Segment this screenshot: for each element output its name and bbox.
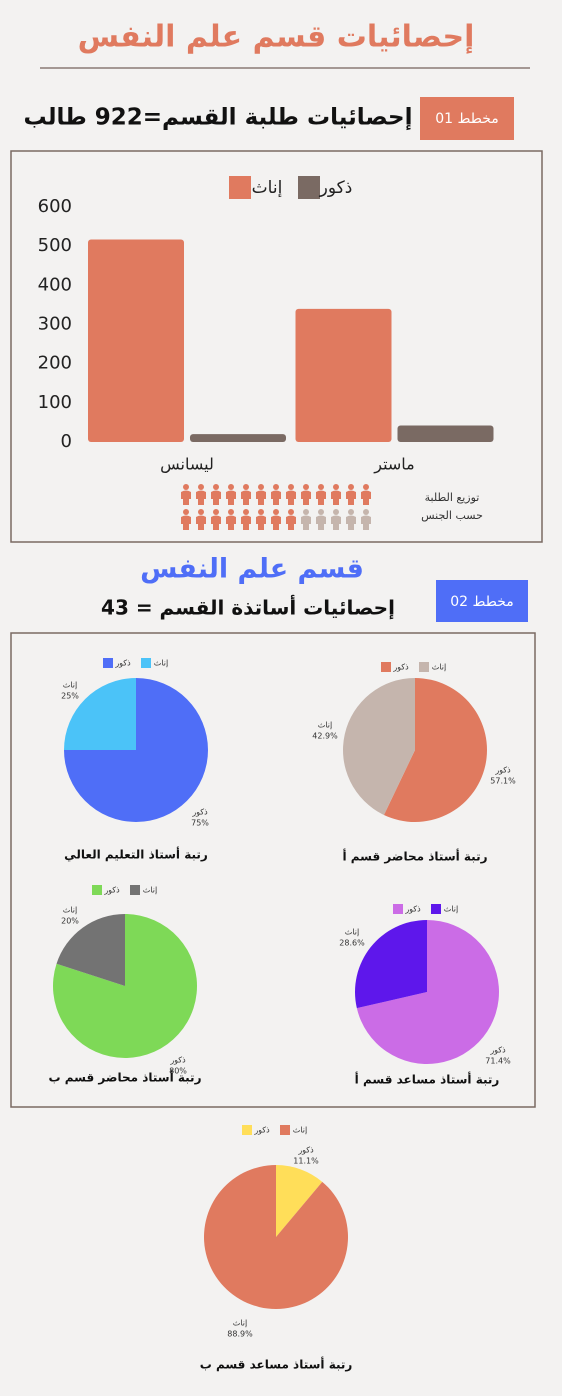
x-tick-label: ماستر (373, 455, 415, 475)
legend-swatch (229, 176, 251, 199)
legend-label: إناث (154, 659, 168, 669)
chart-title: إحصائيات طلبة القسم=922 طالب (23, 105, 412, 131)
legend-label: ذكور (392, 663, 409, 672)
legend-swatch (280, 1125, 290, 1135)
legend-swatch (103, 658, 113, 668)
bar (295, 308, 392, 442)
pie-slice (64, 678, 136, 750)
pie-slice (203, 1165, 348, 1310)
slice-value: 42.9% (312, 732, 338, 741)
slice-label: إناث (318, 721, 332, 731)
legend-label: إناث (143, 886, 157, 896)
section-subtitle: إحصائيات أساتذة القسم = 43 (101, 594, 395, 620)
badge-text: مخطط 02 (450, 594, 514, 610)
y-tick-label: 100 (38, 392, 72, 413)
badge-text: مخطط 01 (435, 111, 499, 127)
pie-slice (276, 1165, 323, 1237)
y-tick-label: 0 (61, 431, 72, 452)
slice-label: ذكور (191, 808, 208, 817)
slice-value: 57.1% (490, 777, 516, 786)
legend-label: إناث (444, 905, 458, 915)
pie-slice (342, 678, 415, 815)
y-tick-label: 500 (38, 235, 72, 256)
slice-label: ذكور (169, 1056, 186, 1065)
slice-value: 88.9% (227, 1330, 253, 1339)
section-title: قسم علم النفس (140, 554, 364, 585)
chart-frame (10, 150, 543, 543)
legend-label: إناث (252, 178, 283, 198)
legend-label: ذكور (319, 178, 353, 198)
pie-title: رتبة أستاذ محاضر قسم ب (49, 1070, 202, 1085)
legend-label: ذكور (404, 905, 421, 914)
slice-label: ذكور (297, 1146, 314, 1155)
slice-label: إناث (63, 906, 77, 916)
legend-swatch (381, 662, 391, 672)
legend-swatch (393, 904, 403, 914)
y-tick-label: 400 (38, 274, 72, 295)
legend-swatch (92, 885, 102, 895)
pie-slice (356, 920, 500, 1064)
slice-label: إناث (63, 681, 77, 691)
icon-caption: حسب الجنس (421, 509, 483, 522)
slice-label: ذكور (489, 1046, 506, 1055)
badge (436, 580, 528, 622)
pie-slice (52, 914, 197, 1058)
pie-title: رتبة أستاذ مساعد قسم ب (200, 1357, 353, 1372)
legend-swatch (141, 658, 151, 668)
chart-frame (10, 632, 536, 1108)
legend-label: إناث (432, 663, 446, 673)
pie-title: رتبة أستاذ محاضر قسم أ (342, 849, 487, 864)
pie-slice (355, 920, 427, 1009)
slice-value: 20% (61, 917, 79, 926)
pie-slice (56, 914, 126, 986)
icon-caption: توزيع الطلبة (425, 491, 480, 504)
slice-value: 71.4% (485, 1057, 511, 1066)
y-tick-label: 600 (38, 196, 72, 217)
legend-label: ذكور (253, 1126, 270, 1135)
slice-value: 80% (169, 1067, 187, 1076)
y-tick-label: 300 (38, 314, 72, 335)
x-tick-label: ليسانس (160, 455, 214, 475)
legend-label: ذكور (114, 659, 131, 668)
slice-label: إناث (345, 928, 359, 938)
badge (420, 97, 514, 140)
bar (397, 425, 494, 442)
legend-swatch (242, 1125, 252, 1135)
legend-swatch (431, 904, 441, 914)
legend-swatch (130, 885, 140, 895)
slice-label: ذكور (494, 766, 511, 775)
legend-swatch (419, 662, 429, 672)
y-tick-label: 200 (38, 353, 72, 374)
slice-value: 75% (191, 819, 209, 828)
legend-swatch (298, 176, 320, 199)
bar (88, 239, 184, 442)
legend-label: ذكور (103, 886, 120, 895)
slice-value: 25% (61, 692, 79, 701)
bar (190, 434, 286, 442)
pie-title: رتبة أستاذ مساعد قسم أ (355, 1072, 500, 1087)
slice-value: 28.6% (339, 939, 365, 948)
slice-label: إناث (233, 1319, 247, 1329)
pie-title: رتبة أستاذ التعليم العالي (64, 847, 208, 862)
page-title: إحصائيات قسم علم النفس (78, 20, 475, 55)
pie-slice (383, 678, 487, 823)
legend-label: إناث (293, 1126, 307, 1136)
slice-value: 11.1% (293, 1157, 319, 1166)
